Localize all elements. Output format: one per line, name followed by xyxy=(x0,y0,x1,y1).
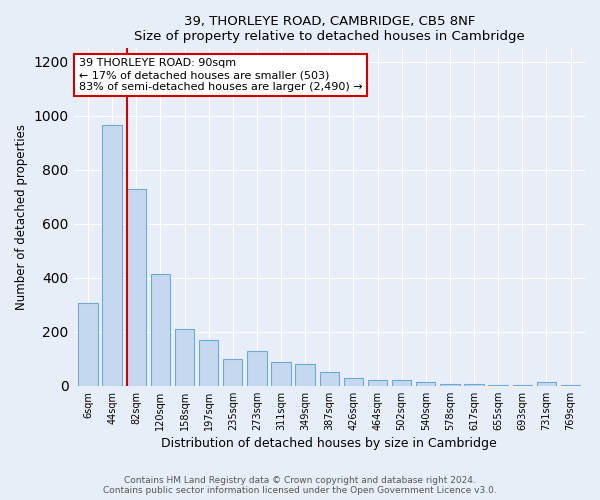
Bar xyxy=(488,385,508,386)
X-axis label: Distribution of detached houses by size in Cambridge: Distribution of detached houses by size … xyxy=(161,437,497,450)
Bar xyxy=(223,359,242,386)
Title: 39, THORLEYE ROAD, CAMBRIDGE, CB5 8NF
Size of property relative to detached hous: 39, THORLEYE ROAD, CAMBRIDGE, CB5 8NF Si… xyxy=(134,15,524,43)
Bar xyxy=(561,385,580,386)
Bar xyxy=(512,385,532,386)
Bar xyxy=(199,340,218,386)
Bar xyxy=(175,329,194,386)
Text: 39 THORLEYE ROAD: 90sqm
← 17% of detached houses are smaller (503)
83% of semi-d: 39 THORLEYE ROAD: 90sqm ← 17% of detache… xyxy=(79,58,362,92)
Bar xyxy=(103,126,122,386)
Bar xyxy=(79,304,98,386)
Bar xyxy=(440,384,460,386)
Bar xyxy=(127,188,146,386)
Y-axis label: Number of detached properties: Number of detached properties xyxy=(15,124,28,310)
Bar xyxy=(295,364,315,386)
Bar xyxy=(392,380,411,386)
Bar xyxy=(271,362,290,386)
Text: Contains HM Land Registry data © Crown copyright and database right 2024.
Contai: Contains HM Land Registry data © Crown c… xyxy=(103,476,497,495)
Bar xyxy=(247,350,266,386)
Bar xyxy=(537,382,556,386)
Bar xyxy=(368,380,387,386)
Bar xyxy=(320,372,339,386)
Bar xyxy=(344,378,363,386)
Bar xyxy=(151,274,170,386)
Bar xyxy=(416,382,436,386)
Bar xyxy=(464,384,484,386)
